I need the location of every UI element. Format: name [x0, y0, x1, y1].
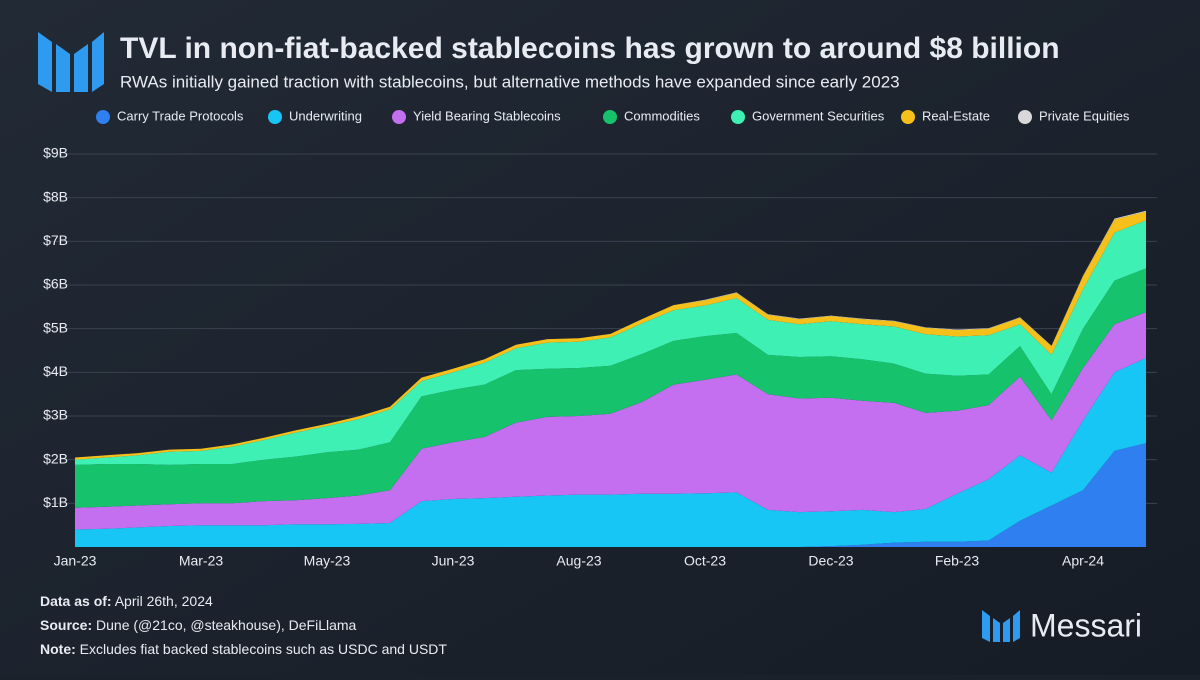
footer-label: Note: [40, 641, 76, 657]
legend-swatch [96, 110, 110, 124]
chart-title: TVL in non-fiat-backed stablecoins has g… [120, 32, 1060, 65]
legend-swatch [392, 110, 406, 124]
x-tick-label: Jun-23 [432, 553, 475, 569]
y-tick-label: $7B [43, 232, 68, 248]
footer-note: Note: Excludes fiat backed stablecoins s… [40, 641, 447, 657]
legend-swatch [731, 110, 745, 124]
legend-swatch [268, 110, 282, 124]
legend-label: Real-Estate [922, 108, 990, 123]
brand-name: Messari [1030, 607, 1142, 643]
x-tick-label: Aug-23 [556, 553, 601, 569]
x-tick-label: Oct-23 [684, 553, 726, 569]
area [75, 443, 1146, 547]
legend-swatch [1018, 110, 1032, 124]
footer-text: Excludes fiat backed stablecoins such as… [80, 641, 448, 657]
y-tick-label: $4B [43, 363, 68, 379]
area [75, 211, 1146, 460]
area [75, 312, 1146, 530]
legend-label: Government Securities [752, 108, 885, 123]
area [75, 357, 1146, 547]
legend-swatch [603, 110, 617, 124]
footer-as-of: Data as of: April 26th, 2024 [40, 593, 213, 609]
y-tick-label: $2B [43, 450, 68, 466]
x-tick-label: Feb-23 [935, 553, 980, 569]
footer-text: Dune (@21co, @steakhouse), DeFiLlama [96, 617, 357, 633]
y-tick-label: $3B [43, 407, 68, 423]
area [75, 220, 1146, 465]
area [75, 268, 1146, 508]
footer-source: Source: Dune (@21co, @steakhouse), DeFiL… [40, 617, 357, 633]
footer-text: April 26th, 2024 [115, 593, 213, 609]
logo [38, 32, 104, 92]
footer-label: Source: [40, 617, 92, 633]
y-tick-label: $1B [43, 494, 68, 510]
x-tick-label: May-23 [304, 553, 351, 569]
legend-swatch [901, 110, 915, 124]
legend-label: Private Equities [1039, 108, 1130, 123]
x-tick-label: Apr-24 [1062, 553, 1104, 569]
y-tick-label: $8B [43, 188, 68, 204]
footer-label: Data as of: [40, 593, 112, 609]
x-tick-label: Jan-23 [54, 553, 97, 569]
x-tick-label: Mar-23 [179, 553, 224, 569]
y-tick-label: $5B [43, 319, 68, 335]
y-tick-label: $9B [43, 145, 68, 161]
legend-label: Carry Trade Protocols [117, 108, 244, 123]
y-tick-label: $6B [43, 276, 68, 292]
x-tick-label: Dec-23 [808, 553, 853, 569]
legend-label: Underwriting [289, 108, 362, 123]
brand-logo [982, 610, 1020, 642]
chart-subtitle: RWAs initially gained traction with stab… [120, 72, 900, 91]
legend-label: Commodities [624, 108, 700, 123]
legend-label: Yield Bearing Stablecoins [413, 108, 561, 123]
